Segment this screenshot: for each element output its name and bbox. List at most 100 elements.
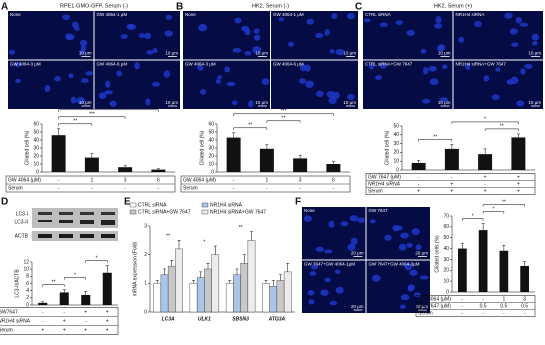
nucleus	[407, 284, 416, 291]
y-tick-label: 60	[33, 121, 39, 127]
y-tick-label: 20	[33, 153, 39, 159]
nucleus	[369, 219, 376, 224]
nucleus	[164, 30, 173, 37]
y-tick-label: 30	[208, 145, 214, 151]
nucleus	[307, 289, 315, 296]
nucleus	[458, 36, 465, 43]
nucleus	[105, 80, 111, 88]
table-cell: 3	[124, 177, 127, 183]
nucleus	[247, 100, 254, 108]
nucleus	[14, 62, 22, 67]
nucleus	[357, 217, 365, 223]
y-axis-label: Ciliated cell (%)	[199, 130, 205, 165]
nucleus	[234, 17, 242, 24]
panel-label: F	[295, 197, 301, 208]
table-cell: -	[42, 309, 44, 315]
significance: **	[500, 124, 504, 130]
significance: **	[282, 116, 286, 122]
band	[101, 212, 115, 215]
band	[38, 234, 52, 238]
scale-label: 10 μm	[165, 100, 178, 105]
band	[101, 234, 115, 238]
table-cell: -	[418, 174, 420, 180]
significance: **	[433, 134, 437, 140]
significance: ***	[106, 105, 112, 111]
table-cell: -	[299, 185, 301, 191]
panel-title: RPE1-GMO-GFP, Serum (-)	[60, 3, 128, 9]
y-tick-label: 6	[26, 281, 29, 287]
y-tick-label: 1	[144, 281, 147, 287]
table-cell: 0.5	[480, 303, 487, 309]
table-cell: -	[503, 310, 505, 316]
nucleus	[253, 34, 261, 41]
table-cell: -	[462, 296, 464, 302]
nucleus	[278, 17, 285, 22]
nucleus	[404, 262, 413, 271]
panel-label: E	[124, 197, 131, 208]
scale-label: 10 μm	[255, 51, 268, 56]
nucleus	[8, 49, 16, 55]
nucleus	[524, 63, 533, 69]
bar	[283, 271, 292, 313]
y-tick-label: 30	[33, 145, 39, 151]
legend-swatch	[201, 202, 209, 208]
micrograph	[271, 60, 358, 109]
nucleus	[413, 292, 422, 298]
y-tick-label: 40	[443, 246, 449, 252]
nucleus	[406, 242, 413, 248]
significance-bracket	[482, 211, 505, 214]
significance: *	[203, 239, 205, 245]
table-row-label: Serum	[0, 327, 13, 333]
nucleus	[442, 64, 448, 70]
image-label: GW 7647+GW 4064-1μM	[304, 262, 355, 267]
nucleus	[331, 13, 338, 20]
table-row-label: Serum	[183, 185, 198, 191]
nucleus	[79, 39, 88, 46]
table-cell: 6	[332, 177, 335, 183]
nucleus	[261, 78, 270, 86]
nucleus	[406, 29, 415, 36]
band	[38, 220, 52, 222]
significance: ***	[89, 112, 95, 118]
image-label: GW 7647+GW 4064-3μM	[369, 262, 420, 267]
table-cell: +	[84, 327, 87, 333]
bar	[269, 286, 278, 313]
legend-swatch	[129, 209, 137, 215]
nucleus	[329, 49, 335, 54]
image-label: GW 7647	[369, 208, 389, 213]
nucleus	[400, 294, 410, 301]
nucleus	[329, 300, 338, 306]
nucleus	[395, 20, 403, 26]
y-tick-label: 10	[33, 161, 39, 167]
y-axis-label: mRNA expression (Fold)	[132, 241, 138, 296]
bar	[211, 254, 220, 313]
table-cell: -	[91, 185, 93, 191]
significance-bracket	[58, 116, 126, 119]
bar	[458, 248, 467, 292]
nucleus	[145, 98, 151, 106]
y-tick-label: 10	[208, 161, 214, 167]
table-cell: -	[58, 185, 60, 191]
nucleus	[346, 12, 355, 20]
image-label: None	[304, 208, 315, 213]
scale-label: 10 μm	[343, 51, 356, 56]
nucleus	[85, 71, 93, 76]
x-tick-label: LC3A	[162, 316, 175, 322]
nucleus	[146, 50, 154, 55]
bar	[233, 274, 241, 313]
significance: *	[472, 213, 474, 219]
y-tick-label: 12	[23, 259, 29, 265]
table-cell: -	[462, 303, 464, 309]
table-cell: 3	[299, 177, 302, 183]
table-cell: +	[517, 188, 520, 194]
scale-label: 10 μm	[255, 100, 268, 105]
nucleus	[241, 25, 250, 32]
y-tick-label: 10	[393, 159, 399, 165]
panel-label: B	[176, 2, 183, 13]
table-cell: +	[106, 318, 109, 324]
nucleus	[350, 237, 358, 245]
y-tick-label: 10	[23, 266, 29, 272]
nucleus	[328, 220, 335, 228]
bar	[276, 280, 285, 313]
table-cell: -	[418, 181, 420, 187]
